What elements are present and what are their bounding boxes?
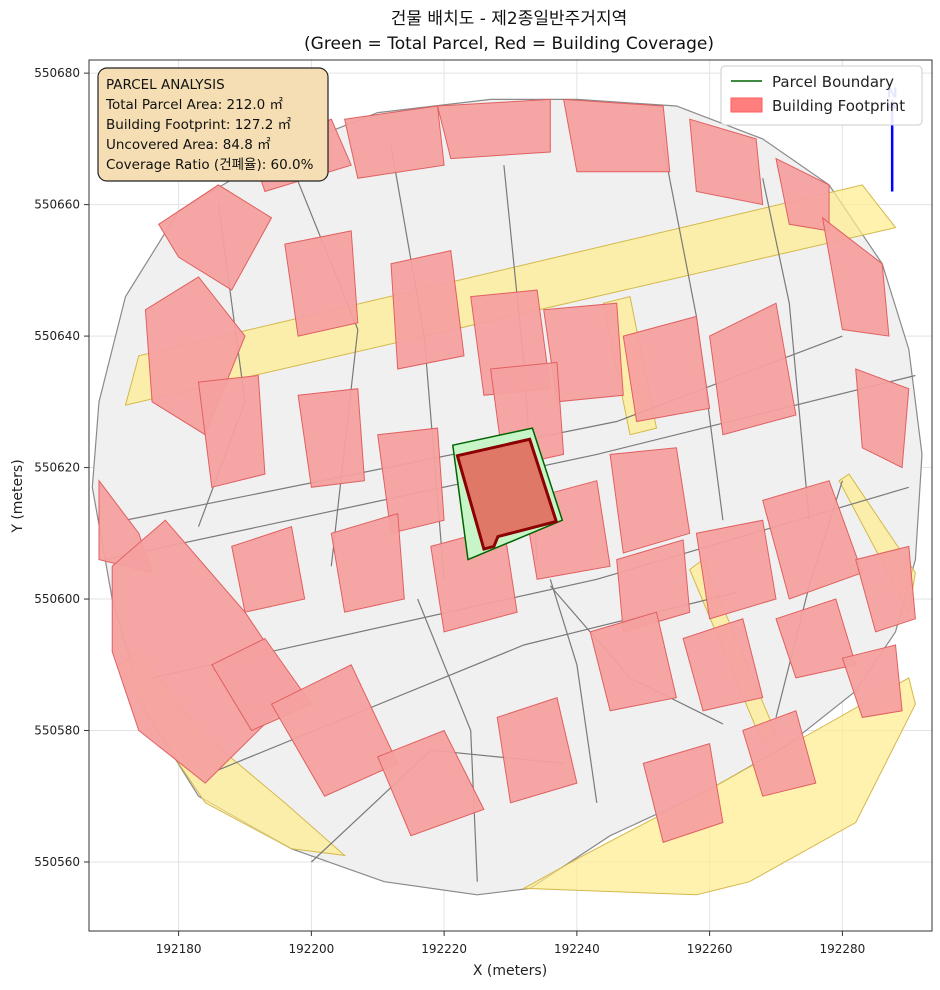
building-footprint (695, 519, 777, 620)
y-tick-label: 550660 (34, 198, 80, 212)
parcel-line (762, 178, 810, 521)
y-tick-label: 550560 (34, 855, 80, 869)
map-layers: N (91, 86, 923, 896)
building-footprint (158, 184, 273, 291)
x-tick-label: 192260 (687, 942, 733, 956)
building-footprint (231, 526, 306, 613)
info-line-footprint: Building Footprint: 127.2 ㎡ (106, 117, 292, 133)
building-footprint (297, 388, 366, 488)
building-footprint (284, 230, 359, 337)
info-line-coverage: Coverage Ratio (건폐율): 60.0% (106, 157, 314, 173)
axis-ticks: 192180 192200 192220 192240 192260 192280 5505… (34, 66, 865, 956)
plot-frame (88, 59, 933, 932)
info-line-total-area: Total Parcel Area: 212.0 ㎡ (105, 97, 283, 113)
building-footprint (330, 512, 405, 613)
building-footprint (609, 447, 691, 554)
building-footprint (589, 611, 678, 712)
legend-label-building-footprint: Building Footprint (772, 97, 905, 115)
y-tick-label: 550580 (34, 724, 80, 738)
x-tick-label: 192280 (819, 942, 865, 956)
legend-swatch-building-footprint (730, 97, 763, 113)
building-footprint (197, 374, 266, 488)
subject-parcel-layer (451, 427, 564, 561)
x-tick-label: 192180 (156, 942, 202, 956)
parcel-line (105, 374, 916, 561)
x-tick-label: 192240 (554, 942, 600, 956)
y-axis-label: Y (meters) (10, 459, 26, 533)
buildings-layer (98, 98, 916, 843)
parcel-line (290, 164, 359, 567)
y-tick-label: 550620 (34, 461, 80, 475)
building-footprint (343, 105, 445, 179)
y-tick-label: 550600 (34, 592, 80, 606)
info-line-heading: PARCEL ANALYSIS (106, 77, 225, 93)
building-footprint (709, 302, 797, 436)
building-footprint (855, 545, 916, 633)
building-footprint (689, 118, 764, 206)
chart-title-line1: 건물 배치도 - 제2종일반주거지역 (391, 9, 627, 29)
building-footprint (855, 368, 910, 469)
building-footprint (622, 315, 711, 423)
building-footprint (377, 729, 485, 837)
building-footprint (841, 644, 903, 718)
building-footprint (682, 618, 764, 712)
info-line-uncovered: Uncovered Area: 84.8 ㎡ (106, 137, 271, 153)
building-footprint (436, 98, 551, 160)
parcel-analysis-box: PARCEL ANALYSIS Total Parcel Area: 212.0… (97, 67, 329, 182)
legend-label-parcel-boundary: Parcel Boundary (772, 73, 894, 91)
building-footprint (616, 539, 691, 633)
building-footprint (742, 710, 817, 797)
subject-building (455, 437, 559, 551)
parcel-line (417, 598, 478, 882)
legend: Parcel Boundary Building Footprint (720, 65, 923, 126)
x-axis-label: X (meters) (473, 963, 547, 979)
chart-title-line2: (Green = Total Parcel, Red = Building Co… (304, 34, 714, 54)
parcel-line (549, 579, 598, 803)
x-tick-label: 192220 (421, 942, 467, 956)
y-tick-label: 550640 (34, 329, 80, 343)
building-footprint (377, 427, 445, 534)
y-tick-label: 550680 (34, 66, 80, 80)
building-footprint (642, 743, 724, 843)
building-footprint (821, 216, 890, 337)
building-footprint (562, 98, 671, 173)
building-footprint (390, 249, 465, 370)
x-tick-label: 192200 (288, 942, 334, 956)
building-footprint (496, 696, 578, 804)
